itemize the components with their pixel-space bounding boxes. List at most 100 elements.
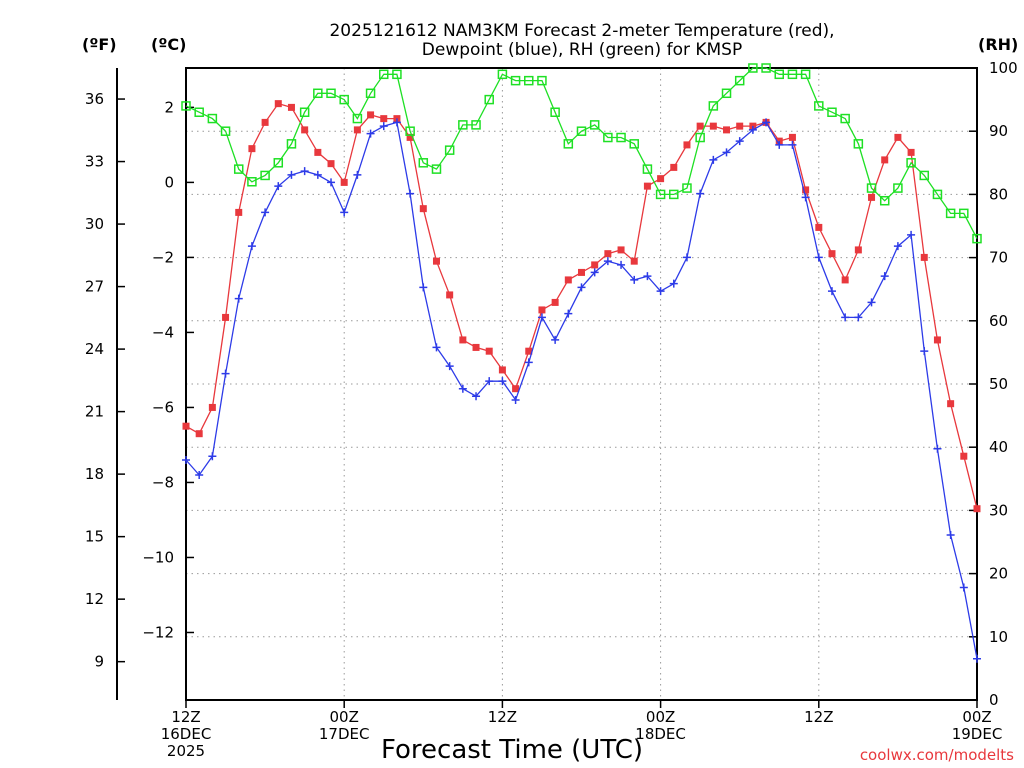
temperature-point <box>630 257 638 265</box>
temperature-point <box>235 208 243 216</box>
rh-point <box>642 164 653 174</box>
temperature-point <box>208 403 216 411</box>
temperature-point <box>736 122 744 130</box>
temperature-point <box>446 291 454 299</box>
dewpoint-point <box>327 178 336 187</box>
temperature-point <box>538 306 546 314</box>
rh-point <box>748 63 758 73</box>
rh-point <box>379 69 389 80</box>
dewpoint-point <box>735 137 744 146</box>
temperature-point <box>973 505 981 513</box>
temperature-point <box>617 246 625 254</box>
dewpoint-point <box>551 335 560 344</box>
dewpoint-point <box>603 257 612 266</box>
dewpoint-point <box>669 279 678 288</box>
rh-point <box>616 132 626 143</box>
dewpoint-point <box>775 140 784 149</box>
dewpoint-point <box>432 343 441 352</box>
rh-point <box>655 189 666 200</box>
rh-point <box>761 63 771 73</box>
fahrenheit-tick-label: 24 <box>85 340 104 358</box>
rh-point <box>405 126 415 136</box>
rh-point <box>392 69 402 80</box>
dewpoint-point <box>524 358 533 367</box>
fahrenheit-tick-label: 30 <box>85 215 104 233</box>
celsius-tick-label: −10 <box>142 548 174 566</box>
rh-point <box>220 126 231 136</box>
dewpoint-point <box>537 313 546 322</box>
fahrenheit-tick-label: 21 <box>85 403 104 421</box>
rh-point <box>458 120 468 130</box>
dewpoint-point <box>261 208 270 217</box>
temperature-point <box>723 126 731 134</box>
temperature-point <box>551 298 559 306</box>
temperature-point <box>419 205 427 213</box>
dewpoint-point <box>366 129 375 138</box>
temperature-point <box>261 118 269 126</box>
temperature-point <box>960 452 968 460</box>
rh-point <box>827 107 837 117</box>
chart-title-line-1: 2025121612 NAM3KM Forecast 2-meter Tempe… <box>329 21 834 41</box>
rh-point <box>233 164 244 174</box>
rh-line <box>185 67 978 239</box>
rh-tick-label: 10 <box>989 628 1008 646</box>
dewpoint-point <box>195 470 204 479</box>
rh-point <box>260 170 270 181</box>
temperature-point <box>406 133 414 141</box>
celsius-tick-label: −4 <box>152 323 174 341</box>
dewpoint-point <box>841 313 850 322</box>
temperature-point <box>564 276 572 284</box>
dewpoint-point <box>920 347 929 356</box>
rh-point <box>589 120 600 130</box>
x-tick-label: 12Z <box>804 708 833 726</box>
rh-point <box>194 107 204 117</box>
fahrenheit-tick-label: 33 <box>85 153 104 171</box>
x-tick-label: 18DEC <box>635 725 686 743</box>
rh-point <box>866 183 877 193</box>
temperature-point <box>709 122 717 130</box>
x-tick-label: 12Z <box>171 708 200 726</box>
rh-point <box>906 158 916 168</box>
rh-tick-label: 90 <box>989 122 1008 140</box>
fahrenheit-unit-label: (ºF) <box>82 35 117 54</box>
rh-point <box>207 113 218 124</box>
rh-point <box>299 107 310 117</box>
dewpoint-point <box>511 395 520 404</box>
temperature-point <box>182 422 190 430</box>
dewpoint-point <box>182 455 190 464</box>
rh-point <box>286 139 297 149</box>
dewpoint-point <box>867 298 876 307</box>
dewpoint-point <box>682 253 691 262</box>
temperature-point <box>498 366 506 374</box>
rh-point <box>840 113 850 124</box>
dewpoint-point <box>564 309 573 318</box>
temperature-point <box>512 385 520 393</box>
fahrenheit-tick-label: 27 <box>85 278 104 296</box>
temperature-point <box>828 250 836 258</box>
rh-point <box>365 88 376 99</box>
rh-point <box>313 88 323 99</box>
temperature-point <box>459 336 467 344</box>
temperature-point <box>301 126 309 134</box>
dewpoint-point <box>406 189 415 198</box>
temperature-point <box>604 250 612 258</box>
credit-text: coolwx.com/modelts <box>860 746 1014 764</box>
plot-area <box>181 63 982 663</box>
dewpoint-point <box>709 155 718 164</box>
chart-title-line-2: Dewpoint (blue), RH (green) for KMSP <box>422 40 742 60</box>
rh-tick-label: 0 <box>989 691 999 709</box>
dewpoint-point <box>933 444 942 453</box>
temperature-point <box>195 430 203 438</box>
celsius-tick-label: −12 <box>142 623 174 641</box>
dewpoint-point <box>722 148 731 157</box>
rh-point <box>787 69 798 80</box>
rh-point <box>576 126 587 136</box>
temperature-point <box>920 253 928 261</box>
x-tick-label: 17DEC <box>319 725 370 743</box>
celsius-unit-label: (ºC) <box>151 35 186 54</box>
dewpoint-point <box>353 170 362 179</box>
rh-point <box>181 101 191 111</box>
rh-point <box>497 69 508 80</box>
rh-tick-label: 60 <box>989 312 1008 330</box>
